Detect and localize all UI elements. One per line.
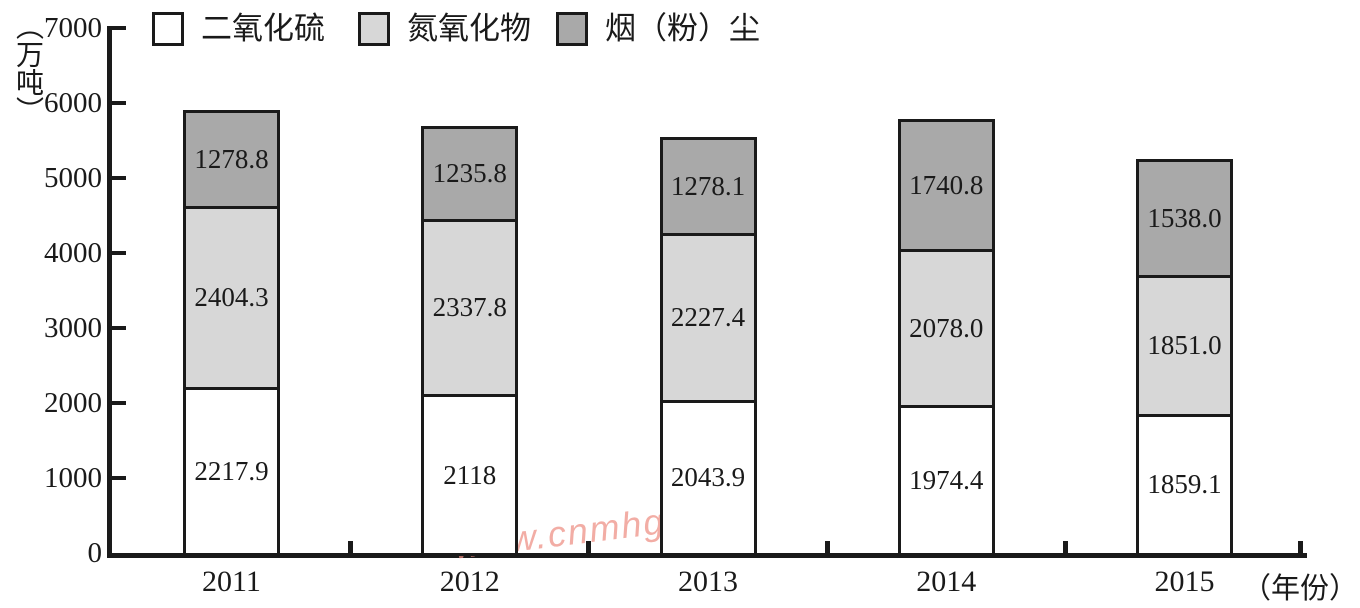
bar-segment-2013-s2: 1278.1 <box>659 136 757 236</box>
y-axis-tick <box>112 476 126 480</box>
x-axis-tick <box>824 541 830 553</box>
y-tick-label: 3000 <box>44 312 102 344</box>
x-tick-label-2011: 2011 <box>202 565 261 598</box>
bar-value-label: 1538.0 <box>1147 203 1222 234</box>
bar-segment-2013-s1: 2227.4 <box>659 232 757 403</box>
bar-segment-2014-s1: 2078.0 <box>897 249 995 408</box>
y-axis-tick <box>112 251 126 255</box>
bar-segment-2012-s1: 2337.8 <box>421 218 519 398</box>
x-axis-tick <box>1298 541 1303 553</box>
y-tick-label: 7000 <box>44 12 102 44</box>
y-axis-tick <box>112 401 126 405</box>
x-axis-tick <box>348 541 354 553</box>
y-axis-tick <box>112 326 126 330</box>
x-tick-label-2012: 2012 <box>439 565 500 598</box>
bar-value-label: 2227.4 <box>670 302 746 333</box>
bar-value-label: 1278.1 <box>670 170 746 201</box>
x-axis-tick <box>1062 541 1068 553</box>
bar-value-label: 1851.0 <box>1147 330 1222 361</box>
x-axis-tick <box>586 541 592 553</box>
bar-value-label: 1859.1 <box>1147 469 1222 500</box>
bar-value-label: 2043.9 <box>670 462 746 493</box>
legend-label: 氮氧化物 <box>407 11 531 46</box>
legend-label: 二氧化硫 <box>201 11 325 46</box>
legend-swatch-icon <box>358 12 390 46</box>
bar-segment-2012-s2: 1235.8 <box>421 126 519 222</box>
legend-item-1: 氮氧化物 <box>358 12 531 46</box>
bar-value-label: 1740.8 <box>909 169 984 200</box>
bar-segment-2015-s2: 1538.0 <box>1136 159 1233 278</box>
y-axis-unit-label: （万吨） <box>12 12 43 124</box>
y-tick-label: 2000 <box>44 387 102 419</box>
bar-value-label: 2404.3 <box>194 282 269 313</box>
legend-label: 烟（粉）尘 <box>605 11 760 46</box>
legend-swatch-icon <box>152 12 184 46</box>
y-tick-label: 4000 <box>44 237 102 269</box>
bar-segment-2011-s0: 2217.9 <box>183 386 280 556</box>
bar-value-label: 2337.8 <box>432 292 507 323</box>
bar-value-label: 2118 <box>443 459 497 490</box>
bar-segment-2015-s0: 1859.1 <box>1136 413 1233 556</box>
y-axis-tick <box>112 26 126 30</box>
y-axis-tick <box>112 101 126 105</box>
y-tick-label: 5000 <box>44 162 102 194</box>
bar-segment-2014-s0: 1974.4 <box>897 404 995 556</box>
bar-segment-2015-s1: 1851.0 <box>1136 274 1233 417</box>
bar-segment-2012-s0: 2118 <box>421 394 519 556</box>
bar-segment-2014-s2: 1740.8 <box>897 118 995 253</box>
x-tick-label-2013: 2013 <box>678 565 738 598</box>
legend-item-0: 二氧化硫 <box>152 12 325 46</box>
bar-segment-2013-s0: 2043.9 <box>659 399 757 556</box>
bar-value-label: 2078.0 <box>909 312 984 343</box>
bar-value-label: 1974.4 <box>909 464 984 495</box>
y-axis-tick <box>112 176 126 180</box>
y-axis-line <box>107 26 112 558</box>
x-tick-label-2014: 2014 <box>916 565 977 598</box>
bar-value-label: 1278.8 <box>194 144 269 175</box>
y-tick-label: 1000 <box>44 462 102 494</box>
bar-value-label: 2217.9 <box>194 455 269 486</box>
bar-segment-2011-s2: 1278.8 <box>183 110 280 210</box>
y-tick-label: 6000 <box>44 87 102 119</box>
bar-segment-2011-s1: 2404.3 <box>183 206 280 390</box>
x-axis-unit-label: （年份） <box>1242 573 1359 605</box>
legend-swatch-icon <box>556 12 588 46</box>
legend-item-2: 烟（粉）尘 <box>556 12 760 46</box>
y-tick-label: 0 <box>87 537 103 569</box>
bar-value-label: 1235.8 <box>432 158 507 189</box>
x-tick-label-2015: 2015 <box>1154 565 1215 598</box>
